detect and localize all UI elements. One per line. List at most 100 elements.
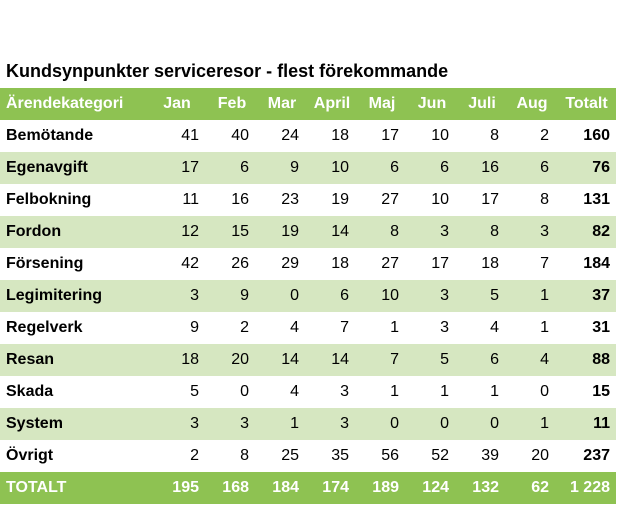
- cell-value: 3: [540, 223, 549, 240]
- month-total: 62: [531, 479, 549, 496]
- cell-value: 10: [381, 287, 399, 304]
- cell-value: 17: [181, 159, 199, 176]
- cell-value: 0: [390, 415, 399, 432]
- cell-value: 3: [190, 287, 199, 304]
- row-category: Fordon: [6, 223, 62, 240]
- cell-value: 12: [181, 223, 199, 240]
- row-category: Regelverk: [6, 319, 83, 336]
- table-row: Övrigt 2 8 25 35 56 52 39 20 237: [0, 440, 616, 472]
- cell-value: 1: [390, 383, 399, 400]
- cell-value: 4: [540, 351, 549, 368]
- table-row: Felbokning 11 16 23 19 27 10 17 8 131: [0, 184, 616, 216]
- cell-value: 1: [290, 415, 299, 432]
- cell-value: 2: [240, 319, 249, 336]
- month-total: 174: [322, 479, 349, 496]
- cell-value: 7: [340, 319, 349, 336]
- column-header-month: Jan: [163, 95, 191, 112]
- cell-value: 5: [190, 383, 199, 400]
- cell-value: 19: [281, 223, 299, 240]
- cell-value: 39: [481, 447, 499, 464]
- cell-value: 8: [490, 127, 499, 144]
- cell-value: 10: [331, 159, 349, 176]
- cell-value: 19: [331, 191, 349, 208]
- row-category: Försening: [6, 255, 84, 272]
- table-row: Försening 42 26 29 18 27 17 18 7 184: [0, 248, 616, 280]
- month-total: 189: [372, 479, 399, 496]
- cell-value: 3: [240, 415, 249, 432]
- row-total: 131: [583, 191, 610, 208]
- row-category: Resan: [6, 351, 55, 368]
- cell-value: 1: [540, 319, 549, 336]
- cell-value: 1: [390, 319, 399, 336]
- cell-value: 17: [381, 127, 399, 144]
- cell-value: 3: [340, 415, 349, 432]
- cell-value: 6: [440, 159, 449, 176]
- totals-row: TOTALT 195 168 184 174 189 124 132 62 1 …: [0, 472, 616, 504]
- column-header-month: Juli: [468, 95, 496, 112]
- cell-value: 6: [340, 287, 349, 304]
- cell-value: 29: [281, 255, 299, 272]
- cell-value: 3: [440, 223, 449, 240]
- column-header-month: Mar: [267, 95, 297, 112]
- cell-value: 18: [481, 255, 499, 272]
- cell-value: 35: [331, 447, 349, 464]
- cell-value: 1: [490, 383, 499, 400]
- cell-value: 0: [490, 415, 499, 432]
- row-category: Felbokning: [6, 191, 92, 208]
- cell-value: 8: [240, 447, 249, 464]
- cell-value: 4: [290, 319, 299, 336]
- column-header-month: Jun: [417, 95, 447, 112]
- column-header-month: Feb: [217, 95, 247, 112]
- cell-value: 7: [540, 255, 549, 272]
- row-category: Skada: [6, 383, 54, 400]
- cell-value: 40: [231, 127, 249, 144]
- cell-value: 2: [190, 447, 199, 464]
- row-category: Egenavgift: [6, 159, 88, 176]
- row-category: Legimitering: [6, 287, 103, 304]
- cell-value: 52: [431, 447, 449, 464]
- row-category: Bemötande: [6, 127, 94, 144]
- cell-value: 24: [281, 127, 299, 144]
- cell-value: 3: [340, 383, 349, 400]
- month-total: 124: [422, 479, 449, 496]
- table-row: System 3 3 1 3 0 0 0 1 11: [0, 408, 616, 440]
- cell-value: 18: [181, 351, 199, 368]
- complaints-table: Ärendekategori Jan Feb Mar April Maj Jun…: [0, 88, 616, 504]
- month-total: 168: [222, 479, 249, 496]
- cell-value: 27: [381, 255, 399, 272]
- cell-value: 0: [440, 415, 449, 432]
- cell-value: 6: [240, 159, 249, 176]
- cell-value: 20: [231, 351, 249, 368]
- cell-value: 16: [231, 191, 249, 208]
- month-total: 132: [472, 479, 499, 496]
- cell-value: 14: [331, 223, 349, 240]
- cell-value: 25: [281, 447, 299, 464]
- cell-value: 15: [231, 223, 249, 240]
- cell-value: 2: [540, 127, 549, 144]
- cell-value: 42: [181, 255, 199, 272]
- cell-value: 4: [290, 383, 299, 400]
- cell-value: 11: [182, 191, 199, 208]
- table-row: Fordon 12 15 19 14 8 3 8 3 82: [0, 216, 616, 248]
- cell-value: 8: [390, 223, 399, 240]
- row-total: 237: [583, 447, 610, 464]
- row-total: 76: [592, 159, 610, 176]
- totals-label: TOTALT: [6, 479, 67, 496]
- cell-value: 0: [290, 287, 299, 304]
- cell-value: 10: [431, 191, 449, 208]
- row-total: 15: [592, 383, 610, 400]
- column-header-total: Totalt: [565, 95, 608, 112]
- cell-value: 18: [331, 127, 349, 144]
- table-row: Egenavgift 17 6 9 10 6 6 16 6 76: [0, 152, 616, 184]
- cell-value: 6: [540, 159, 549, 176]
- cell-value: 1: [540, 287, 549, 304]
- cell-value: 1: [440, 383, 449, 400]
- cell-value: 8: [540, 191, 549, 208]
- cell-value: 5: [490, 287, 499, 304]
- row-total: 31: [592, 319, 610, 336]
- row-total: 88: [592, 351, 610, 368]
- cell-value: 20: [531, 447, 549, 464]
- month-total: 195: [172, 479, 199, 496]
- cell-value: 7: [390, 351, 399, 368]
- cell-value: 3: [190, 415, 199, 432]
